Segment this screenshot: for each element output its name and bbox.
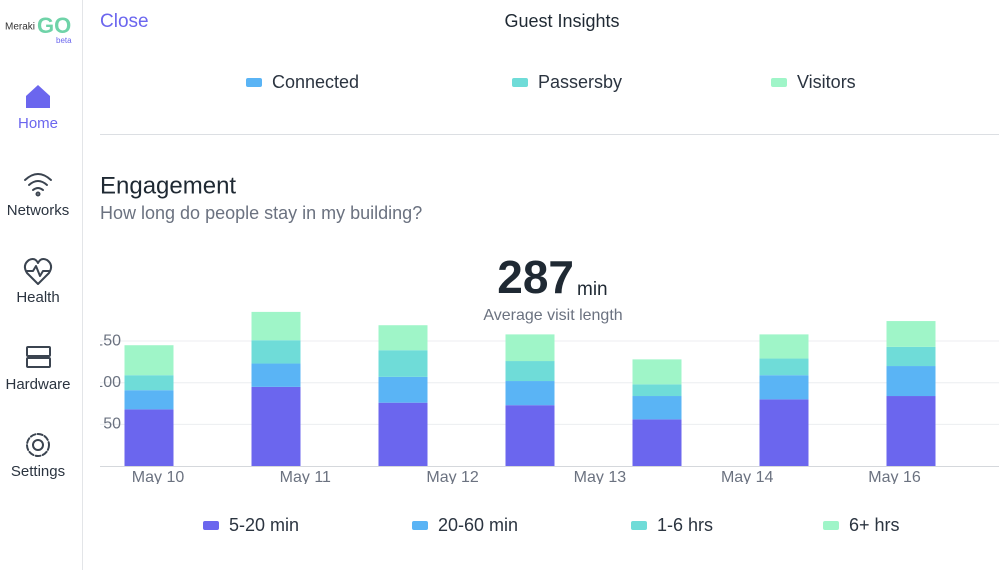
legend-label: 1-6 hrs bbox=[657, 515, 713, 535]
legend-swatch bbox=[823, 521, 839, 530]
legend-label: 5-20 min bbox=[229, 515, 299, 535]
nav-home[interactable]: Home bbox=[18, 115, 58, 132]
average-unit: min bbox=[577, 279, 608, 300]
close-button[interactable]: Close bbox=[100, 11, 149, 32]
y-tick-label: 50 bbox=[103, 416, 121, 433]
bar-segment bbox=[886, 321, 936, 347]
legend-swatch bbox=[246, 78, 262, 87]
hardware-icon bbox=[26, 346, 51, 368]
legend-swatch bbox=[412, 521, 428, 530]
bar-segment bbox=[251, 363, 301, 387]
nav-hardware[interactable]: Hardware bbox=[5, 376, 70, 393]
nav-health[interactable]: Health bbox=[16, 289, 59, 306]
x-tick-label: May 16 bbox=[868, 469, 921, 486]
bar-segment bbox=[124, 375, 174, 391]
logo-brand: Meraki bbox=[5, 22, 35, 33]
legend-swatch bbox=[771, 78, 787, 87]
legend-label: 20-60 min bbox=[438, 515, 518, 535]
bar-segment bbox=[886, 396, 936, 466]
bar-segment bbox=[632, 419, 682, 466]
x-tick-label: May 13 bbox=[574, 469, 627, 486]
bar-segment bbox=[505, 381, 555, 406]
bar-segment bbox=[759, 375, 809, 400]
bar-segment bbox=[251, 311, 301, 341]
y-tick-label: 150 bbox=[94, 332, 121, 349]
x-tick-label: May 12 bbox=[426, 469, 479, 486]
average-value: 287 bbox=[497, 251, 574, 303]
bar-segment bbox=[378, 350, 428, 377]
y-tick-label: 100 bbox=[94, 374, 121, 391]
bar-segment bbox=[505, 405, 555, 466]
legend-swatch bbox=[203, 521, 219, 530]
bar-segment bbox=[251, 386, 301, 466]
bar-segment bbox=[632, 396, 682, 420]
legend-label: Connected bbox=[272, 72, 359, 92]
logo-product: GO bbox=[37, 13, 71, 38]
legend-swatch bbox=[631, 521, 647, 530]
plot: 50 100 150 May 10 May 11 May 12 May 13 May 14 Ma… bbox=[94, 311, 999, 486]
bar-segment bbox=[759, 399, 809, 466]
logo-tag: beta bbox=[56, 36, 72, 45]
settings-icon bbox=[26, 433, 50, 457]
bar-segment bbox=[632, 384, 682, 397]
legend-label: 6+ hrs bbox=[849, 515, 900, 535]
average-label: Average visit length bbox=[483, 307, 622, 324]
bar-segment bbox=[505, 334, 555, 362]
bar-segment bbox=[378, 402, 428, 466]
bar-segment bbox=[759, 358, 809, 376]
bar-segment bbox=[124, 409, 174, 466]
legend-swatch bbox=[512, 78, 528, 87]
health-icon bbox=[23, 258, 53, 285]
legend-label: Passersby bbox=[538, 72, 622, 92]
bar-segment bbox=[886, 366, 936, 397]
home-icon bbox=[26, 85, 50, 108]
x-tick-label: May 11 bbox=[280, 469, 331, 486]
bar-segment bbox=[124, 390, 174, 410]
nav-networks[interactable]: Networks bbox=[7, 202, 70, 219]
section-subtitle: How long do people stay in my building? bbox=[100, 203, 422, 223]
legend-label: Visitors bbox=[797, 72, 856, 92]
bar-segment bbox=[251, 340, 301, 364]
bar-segment bbox=[632, 359, 682, 385]
bar-segment bbox=[378, 376, 428, 403]
section-title: Engagement bbox=[100, 172, 236, 199]
x-tick-label: May 10 bbox=[132, 469, 185, 486]
bar-segment bbox=[759, 334, 809, 359]
page-title: Guest Insights bbox=[504, 11, 619, 31]
x-tick-label: May 14 bbox=[721, 469, 774, 486]
bar-segment bbox=[124, 345, 174, 376]
bar-segment bbox=[505, 361, 555, 382]
bar-segment bbox=[378, 325, 428, 351]
bar-segment bbox=[886, 346, 936, 367]
networks-icon bbox=[24, 173, 52, 197]
nav-settings[interactable]: Settings bbox=[11, 463, 65, 480]
